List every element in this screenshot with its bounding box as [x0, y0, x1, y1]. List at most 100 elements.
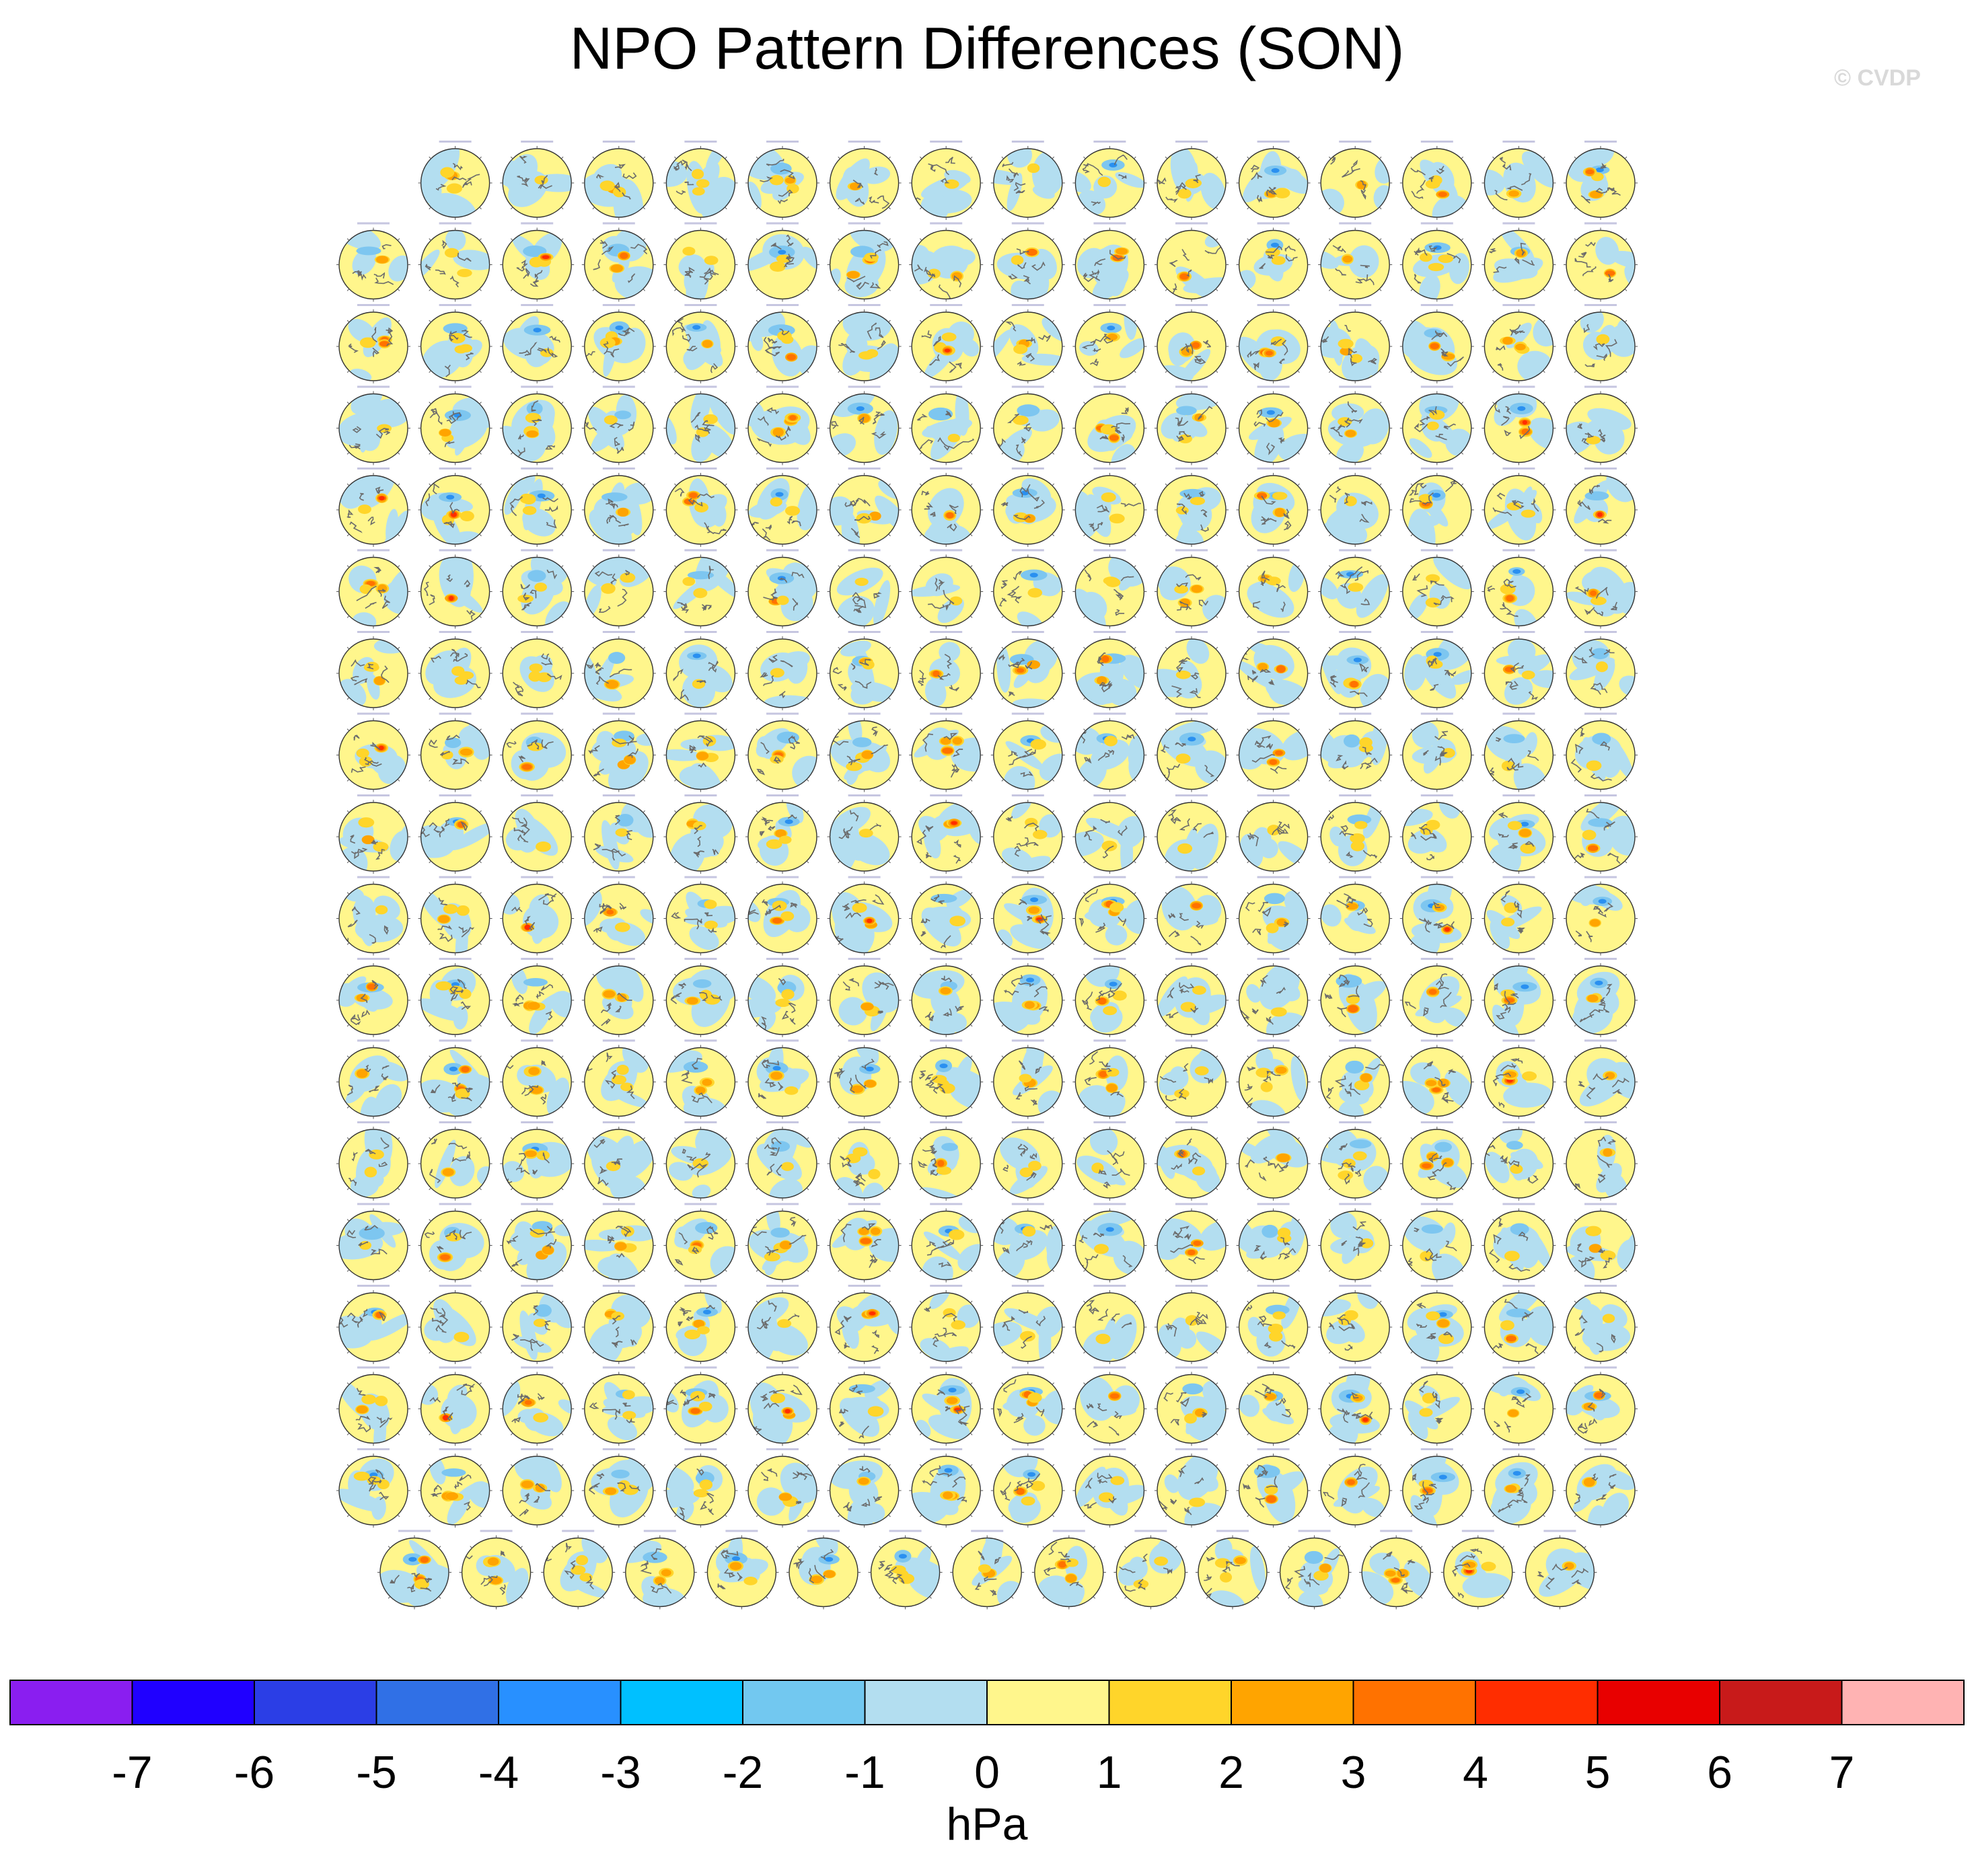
panel-tick	[756, 289, 759, 291]
panel-tick	[429, 289, 431, 291]
panel-tick	[806, 402, 809, 404]
coastline	[672, 317, 719, 373]
panel-tick	[970, 238, 973, 241]
panel-grid	[336, 141, 1638, 1610]
map-panel	[909, 631, 984, 710]
map-panel	[1155, 1039, 1229, 1119]
panel-title-mark	[766, 712, 799, 715]
panel-tick	[1001, 402, 1004, 404]
panel-title-mark	[930, 304, 963, 306]
map-panel	[990, 958, 1065, 1037]
panel-tick	[1215, 1137, 1218, 1140]
negative-core	[939, 1063, 948, 1069]
panel-title-mark	[1339, 467, 1372, 470]
panel-tick	[397, 452, 400, 455]
panel-tick	[888, 1187, 891, 1191]
panel-tick	[1328, 1024, 1331, 1027]
positive-anomaly	[610, 264, 623, 272]
panel-tick	[560, 370, 564, 373]
panel-tick	[970, 565, 973, 568]
panel-tick	[1543, 533, 1545, 537]
panel-tick	[592, 207, 595, 210]
map-panel	[500, 141, 575, 220]
panel-tick	[560, 402, 564, 404]
panel-title-mark	[1502, 467, 1535, 470]
panel-tick	[888, 860, 891, 864]
panel-tick	[510, 615, 513, 618]
map-panel	[1399, 1285, 1474, 1364]
panel-tick	[674, 533, 677, 537]
panel-tick	[560, 320, 564, 323]
panel-tick	[429, 533, 431, 537]
map-panel	[1155, 1121, 1229, 1201]
panel-tick	[725, 1106, 727, 1109]
panel-title-mark	[1502, 222, 1535, 225]
panel-tick	[643, 942, 646, 945]
panel-tick	[756, 942, 759, 945]
positive-anomaly	[861, 1002, 874, 1011]
panel-tick	[1052, 860, 1055, 864]
coastline	[606, 498, 629, 527]
panel-tick	[643, 289, 646, 291]
map-panel	[1564, 1285, 1638, 1364]
positive-anomaly	[948, 1229, 965, 1240]
negative-anomaly	[1609, 250, 1635, 269]
positive-anomaly	[522, 506, 537, 515]
positive-anomaly	[1190, 496, 1206, 505]
panel-tick	[838, 1219, 840, 1222]
panel-tick	[479, 156, 482, 159]
map-panel	[1399, 467, 1474, 547]
panel-tick	[1297, 1300, 1300, 1304]
panel-tick	[1297, 973, 1300, 977]
panel-title-mark	[848, 1039, 881, 1042]
negative-core	[1595, 167, 1604, 173]
panel-tick	[1492, 156, 1495, 159]
map-panel	[663, 222, 738, 302]
panel-tick	[592, 973, 595, 977]
panel-tick	[1379, 1024, 1382, 1027]
panel-tick	[888, 942, 891, 945]
panel-title-mark	[1175, 385, 1208, 388]
panel-title-mark	[357, 304, 390, 306]
positive-anomaly	[620, 252, 628, 259]
positive-anomaly	[528, 671, 542, 682]
map-panel	[1155, 467, 1229, 547]
panel-tick	[592, 320, 595, 323]
panel-title-mark	[1502, 794, 1535, 796]
panel-tick	[970, 1351, 973, 1354]
panel-tick	[479, 370, 482, 373]
negative-anomaly	[842, 312, 891, 341]
panel-tick	[725, 942, 727, 945]
panel-tick	[970, 533, 973, 537]
map-panel	[990, 1285, 1065, 1364]
panel-title-mark	[521, 712, 554, 715]
panel-tick	[1134, 565, 1136, 568]
coastline	[1583, 324, 1617, 368]
map-panel	[827, 1121, 902, 1201]
panel-tick	[346, 1351, 350, 1354]
panel-tick	[1001, 483, 1004, 486]
panel-tick	[1624, 1055, 1628, 1058]
negative-anomaly	[429, 192, 477, 217]
panel-tick	[592, 1137, 595, 1140]
negative-anomaly	[748, 329, 762, 343]
panel-tick	[1052, 483, 1055, 486]
panel-title-mark	[1339, 549, 1372, 552]
panel-tick	[674, 1187, 677, 1191]
panel-tick	[756, 973, 759, 977]
panel-tick	[1052, 320, 1055, 323]
positive-anomaly	[779, 1240, 792, 1250]
panel-title-mark	[1257, 385, 1290, 388]
panel-title-mark	[930, 549, 963, 552]
panel-background	[421, 230, 490, 299]
positive-anomaly	[1101, 840, 1118, 852]
panel-tick	[560, 1219, 564, 1222]
panel-tick	[674, 370, 677, 373]
panel-title-mark	[1257, 467, 1290, 470]
panel-tick	[346, 289, 350, 291]
panel-title-mark	[930, 1121, 963, 1123]
negative-anomaly	[1124, 312, 1137, 340]
positive-anomaly	[1582, 829, 1597, 840]
panel-title-mark	[1502, 549, 1535, 552]
panel-tick	[1410, 1219, 1414, 1222]
